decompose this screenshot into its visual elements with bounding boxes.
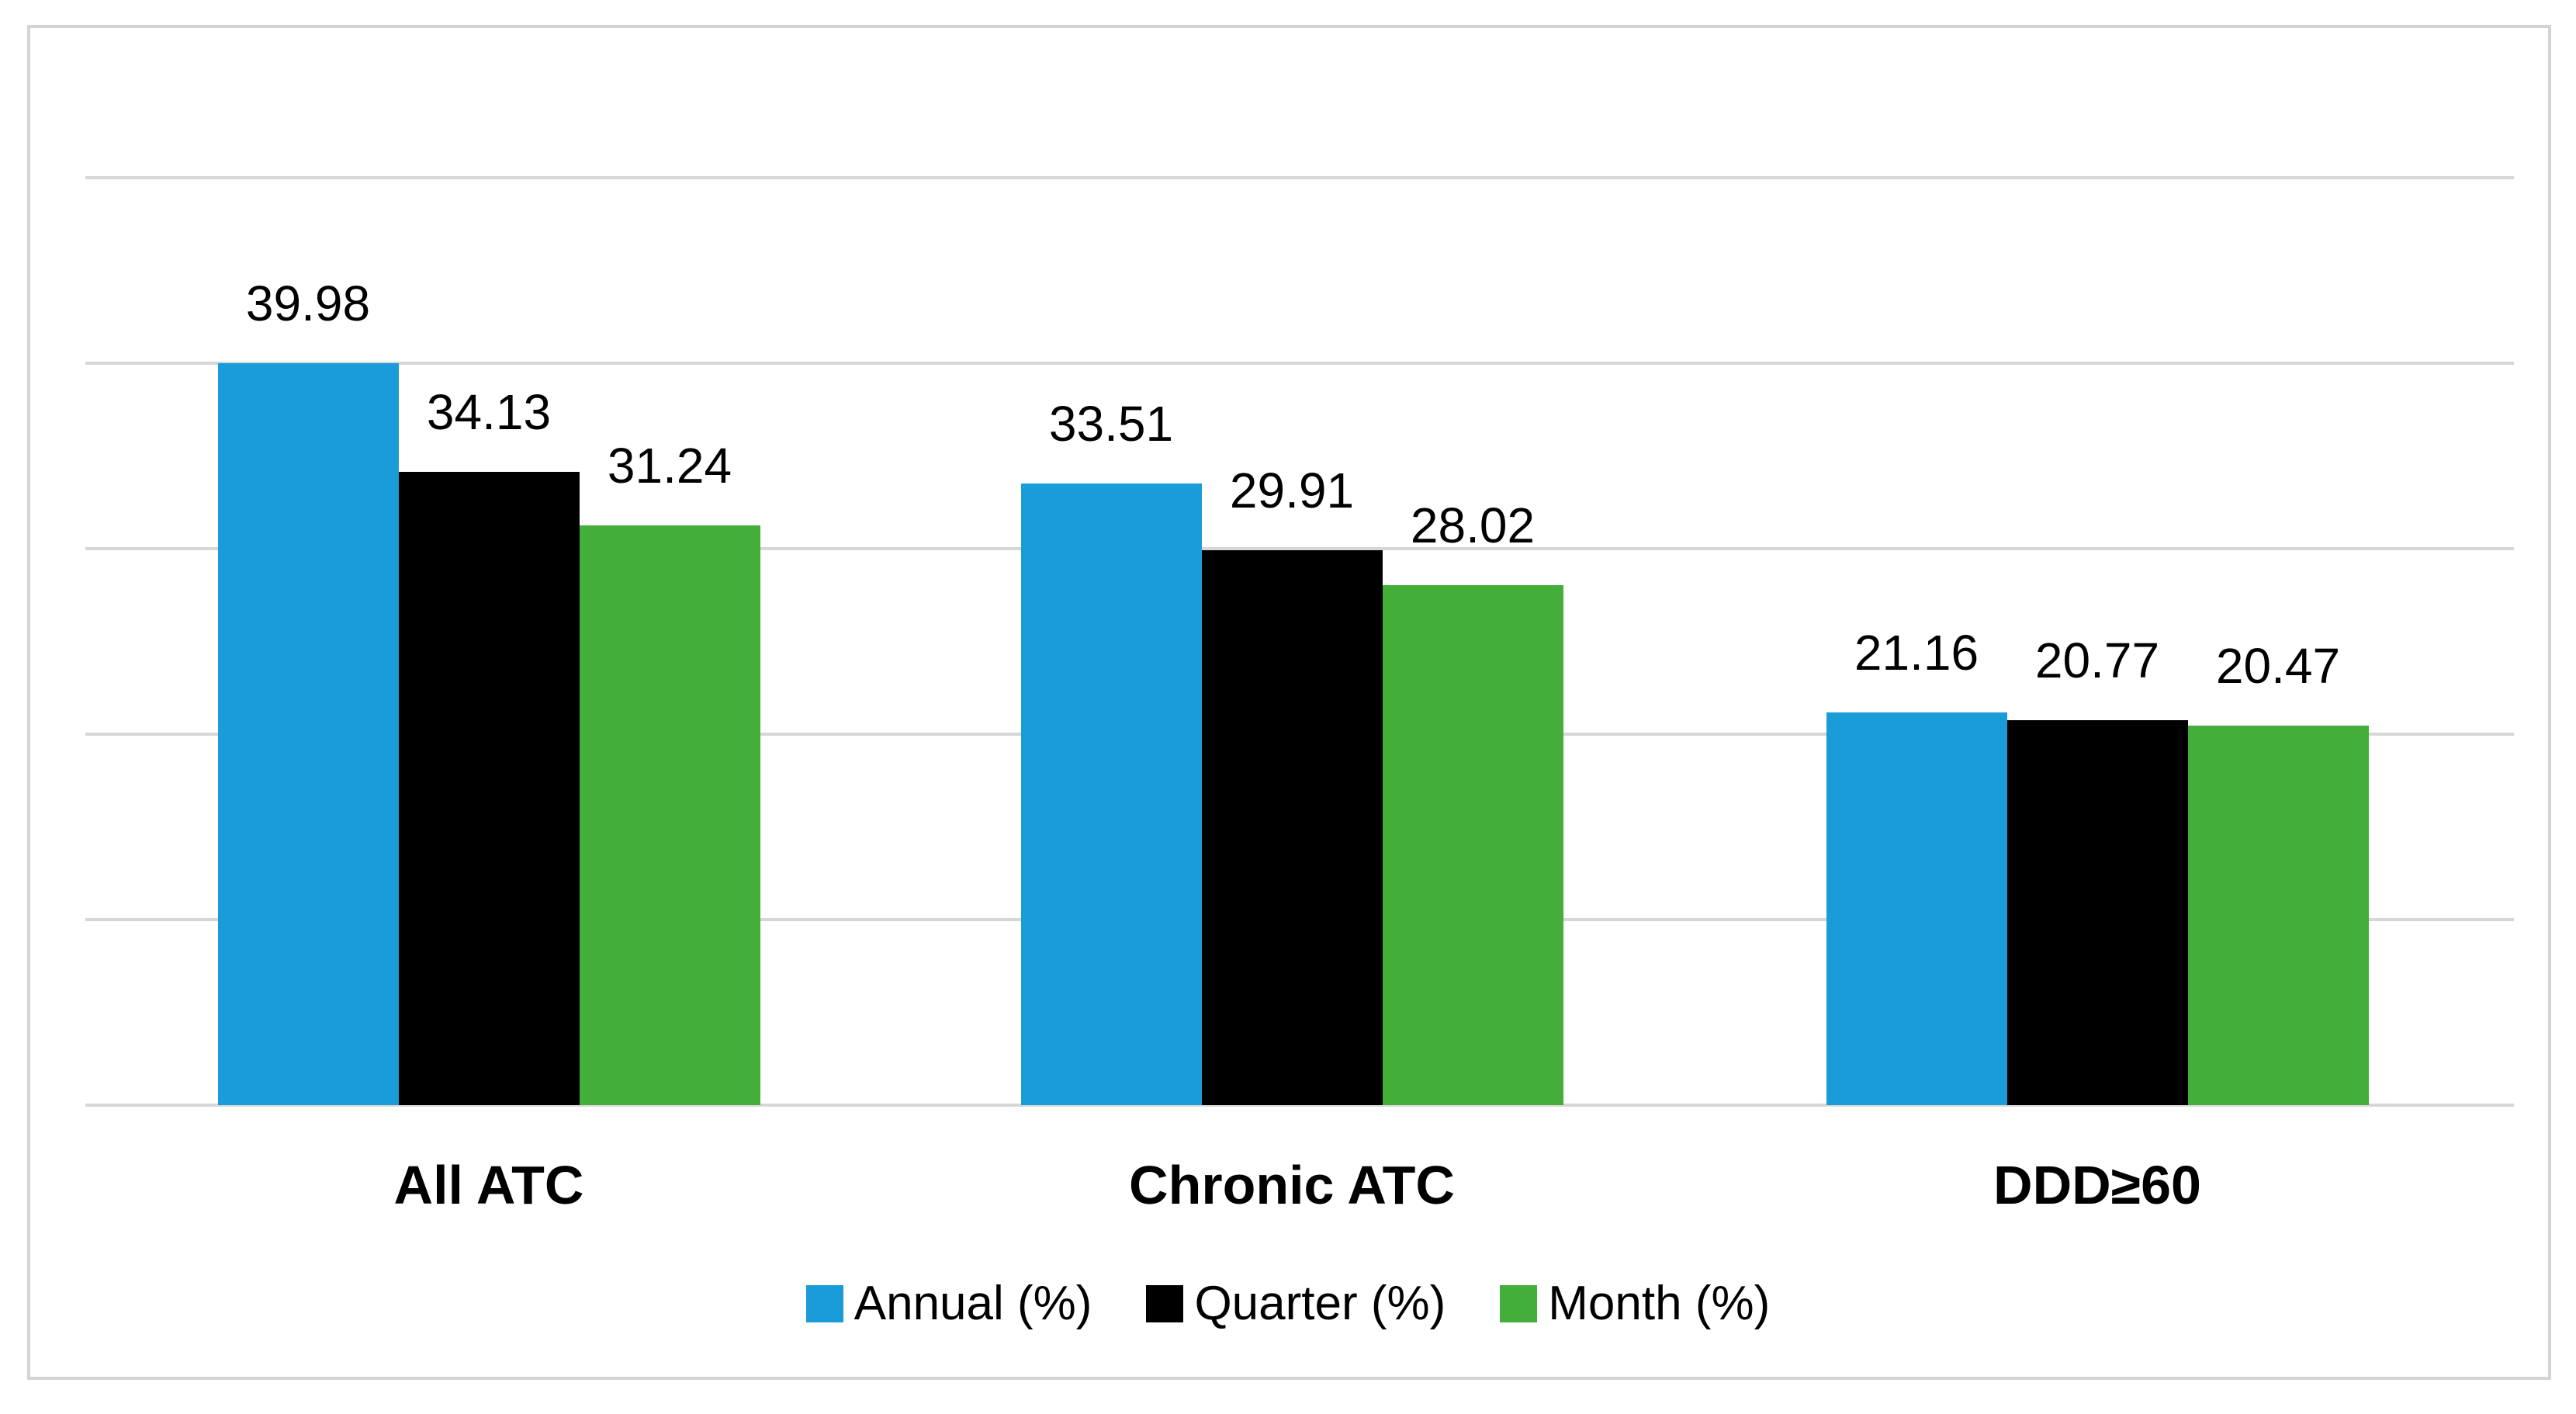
legend-label-month: Month (%) <box>1548 1277 1771 1330</box>
legend-swatch-icon-month <box>1500 1285 1538 1322</box>
bar-quarter-all-atc <box>398 472 580 1105</box>
bar-value-label-annual-ddd-60: 21.16 <box>1854 625 1979 681</box>
legend-item-annual: Annual (%) <box>805 1277 1092 1331</box>
legend-label-quarter: Quarter (%) <box>1194 1277 1446 1330</box>
gridline-50 <box>85 176 2514 179</box>
gridline-40 <box>85 362 2514 365</box>
category-label-ddd-60: DDD≥60 <box>1993 1155 2201 1215</box>
bar-value-label-month-all-atc: 31.24 <box>607 438 732 494</box>
gridline-0 <box>85 1104 2514 1107</box>
bar-annual-all-atc <box>217 363 399 1105</box>
category-label-all-atc: All ATC <box>393 1155 584 1215</box>
legend: Annual (%) Quarter (%) Month (%) <box>0 1277 2576 1331</box>
legend-item-quarter: Quarter (%) <box>1146 1277 1446 1331</box>
bar-quarter-chronic-atc <box>1201 550 1383 1105</box>
bar-value-label-quarter-ddd-60: 20.77 <box>2034 632 2160 688</box>
legend-swatch-icon-annual <box>805 1285 843 1322</box>
legend-label-annual: Annual (%) <box>853 1277 1092 1330</box>
bar-annual-ddd-60 <box>1826 712 2007 1105</box>
bar-value-label-annual-all-atc: 39.98 <box>245 276 371 332</box>
bar-value-label-quarter-chronic-atc: 29.91 <box>1229 463 1355 519</box>
legend-swatch-icon-quarter <box>1146 1285 1184 1322</box>
category-label-chronic-atc: Chronic ATC <box>1129 1155 1455 1215</box>
bar-value-label-month-ddd-60: 20.47 <box>2215 637 2341 694</box>
bar-month-all-atc <box>579 525 760 1105</box>
bar-annual-chronic-atc <box>1020 483 1202 1105</box>
gridline-30 <box>85 547 2514 550</box>
bar-quarter-ddd-60 <box>2006 719 2188 1105</box>
bar-value-label-month-chronic-atc: 28.02 <box>1410 497 1536 554</box>
bar-month-chronic-atc <box>1382 585 1563 1105</box>
bar-value-label-quarter-all-atc: 34.13 <box>426 384 552 441</box>
legend-item-month: Month (%) <box>1500 1277 1770 1331</box>
bar-value-label-annual-chronic-atc: 33.51 <box>1048 396 1174 452</box>
bar-month-ddd-60 <box>2187 725 2369 1105</box>
